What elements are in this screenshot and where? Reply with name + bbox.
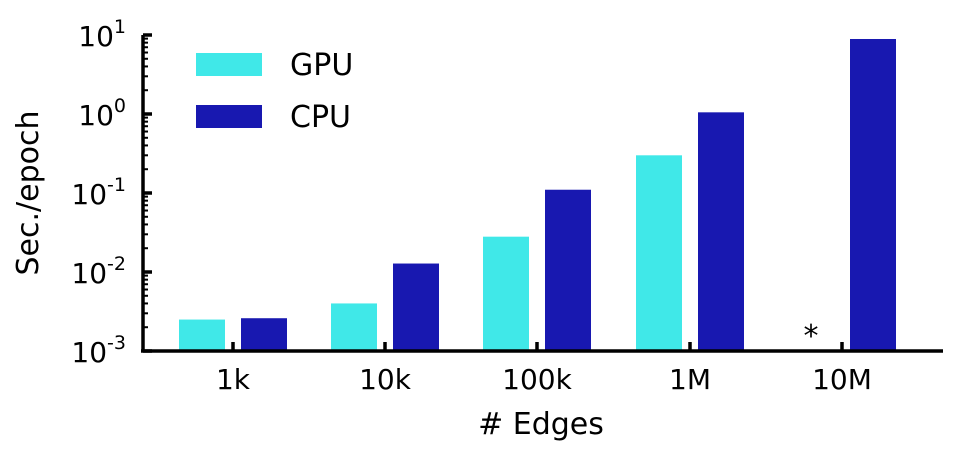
bar-cpu-10m <box>850 38 896 351</box>
legend-label-cpu: CPU <box>290 100 351 135</box>
bars-group: * <box>179 38 896 354</box>
legend-swatch-gpu <box>196 53 262 76</box>
y-tick-label: 10-3 <box>71 332 126 369</box>
y-tick-label: 10-2 <box>71 253 126 290</box>
bar-cpu-1k <box>241 318 287 351</box>
bar-gpu-100k <box>483 236 529 351</box>
legend: GPU CPU <box>196 48 353 135</box>
bar-gpu-1k <box>179 319 225 351</box>
bar-cpu-1m <box>698 112 744 351</box>
y-ticks-group: 10-3 10-2 10-1 100 101 <box>71 16 152 369</box>
x-axis-title: # Edges <box>478 407 604 442</box>
x-ticks-group: 1k 10k 100k 1M 10M <box>216 342 872 396</box>
y-tick-label: 100 <box>78 95 126 132</box>
bar-cpu-10k <box>393 263 439 351</box>
legend-label-gpu: GPU <box>290 48 353 83</box>
bar-cpu-100k <box>545 189 591 351</box>
legend-swatch-cpu <box>196 105 262 128</box>
x-tick-label-1k: 1k <box>216 363 251 396</box>
y-tick-label: 10-1 <box>71 174 126 211</box>
x-tick-label-1m: 1M <box>669 363 711 396</box>
y-tick-label: 101 <box>78 16 126 53</box>
x-tick-label-10k: 10k <box>359 363 412 396</box>
axes-group <box>141 35 943 353</box>
bar-gpu-1m <box>636 155 682 351</box>
bar-gpu-10k <box>331 303 377 351</box>
y-axis-title: Sec./epoch <box>11 111 46 276</box>
x-tick-label-100k: 100k <box>502 363 572 396</box>
x-tick-label-10m: 10M <box>812 363 872 396</box>
missing-value-marker: * <box>804 319 819 354</box>
